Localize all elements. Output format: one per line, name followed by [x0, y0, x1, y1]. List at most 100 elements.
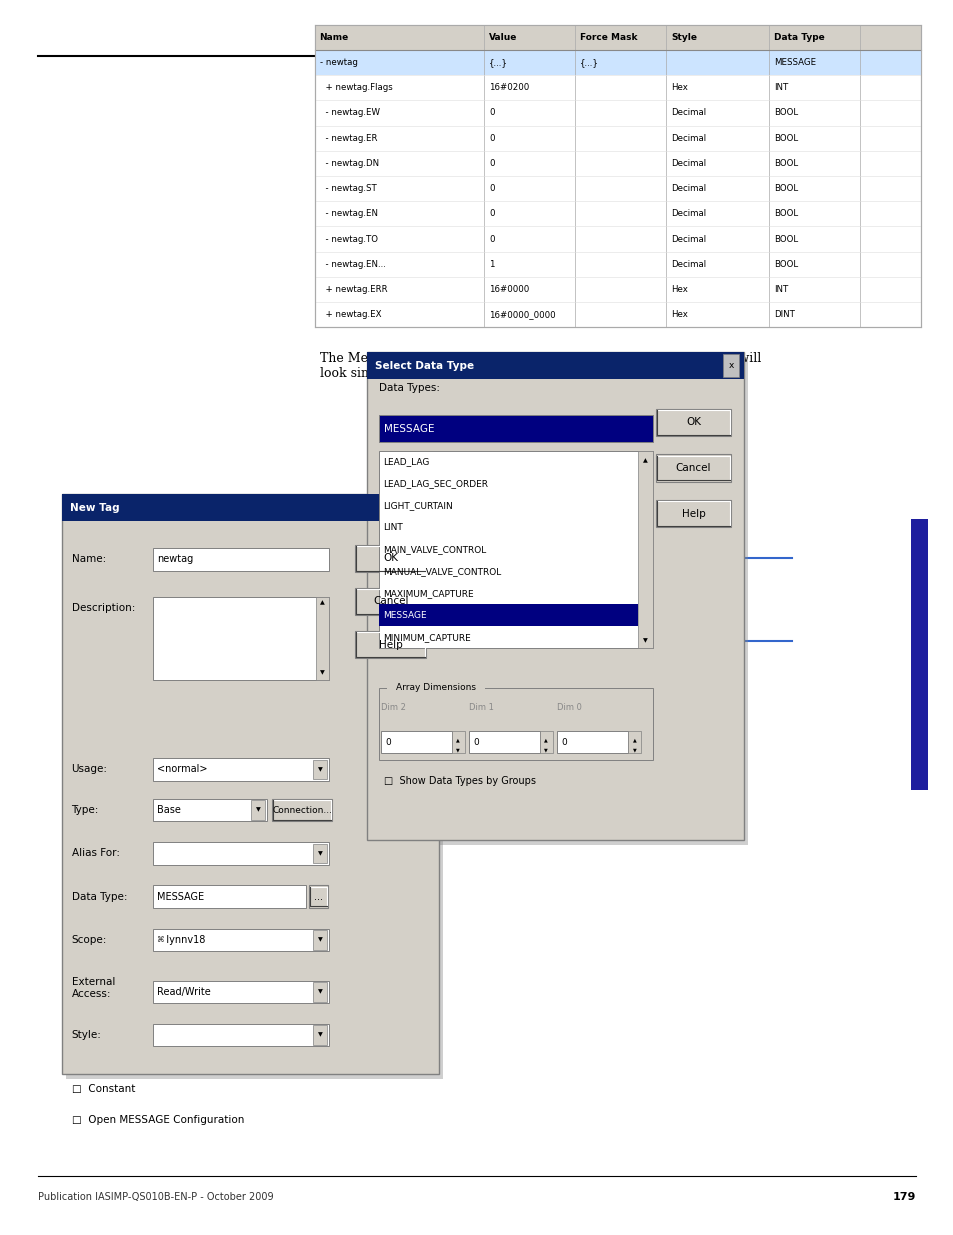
Text: Description:: Description:: [71, 603, 134, 613]
Text: DINT: DINT: [773, 310, 794, 319]
Bar: [62, 494, 438, 521]
Text: MAIN_VALVE_CONTROL: MAIN_VALVE_CONTROL: [383, 545, 486, 555]
Text: - newtag.EW: - newtag.EW: [319, 109, 379, 117]
Text: □  Constant: □ Constant: [71, 1084, 134, 1094]
Text: lynnv18: lynnv18: [157, 935, 206, 945]
Text: □  Open MESSAGE Configuration: □ Open MESSAGE Configuration: [71, 1115, 244, 1125]
Bar: [309, 885, 328, 908]
Bar: [152, 548, 329, 571]
Text: Read/Write: Read/Write: [157, 987, 211, 997]
Bar: [539, 731, 553, 753]
Text: MAXIMUM_CAPTURE: MAXIMUM_CAPTURE: [383, 589, 474, 598]
Text: BOOL: BOOL: [773, 133, 798, 143]
Bar: [315, 597, 329, 680]
Text: Data Types:: Data Types:: [378, 383, 439, 393]
Text: Usage:: Usage:: [71, 764, 108, 774]
Text: 0: 0: [489, 184, 495, 193]
Bar: [451, 731, 464, 753]
Text: ▼: ▼: [317, 1032, 322, 1037]
Text: ▲: ▲: [632, 737, 636, 742]
Text: Dim 1: Dim 1: [468, 703, 493, 713]
Text: LINT: LINT: [383, 524, 403, 532]
Text: ▼: ▼: [632, 747, 636, 752]
Bar: [272, 799, 332, 821]
Bar: [371, 357, 747, 845]
Text: {...}: {...}: [489, 58, 508, 67]
Text: x: x: [728, 361, 733, 370]
Text: Decimal: Decimal: [670, 109, 705, 117]
Text: Decimal: Decimal: [670, 159, 705, 168]
Text: Publication IASIMP-QS010B-EN-P - October 2009: Publication IASIMP-QS010B-EN-P - October…: [38, 1192, 274, 1202]
Text: ▼: ▼: [642, 638, 647, 643]
Text: - newtag.ST: - newtag.ST: [319, 184, 375, 193]
Text: Connection...: Connection...: [272, 805, 332, 815]
Text: Decimal: Decimal: [670, 235, 705, 243]
Bar: [314, 25, 920, 327]
Text: INT: INT: [773, 285, 787, 294]
Text: 0: 0: [489, 109, 495, 117]
Text: Network Communication: Network Communication: [456, 28, 586, 38]
Bar: [367, 352, 743, 379]
Text: Alias For:: Alias For:: [71, 848, 119, 858]
Text: Style: Style: [670, 33, 697, 42]
Text: Hex: Hex: [670, 310, 687, 319]
Text: Decimal: Decimal: [670, 184, 705, 193]
Text: newtag: newtag: [157, 555, 193, 564]
Text: Cancel: Cancel: [675, 463, 711, 473]
Text: BOOL: BOOL: [773, 184, 798, 193]
Bar: [313, 1025, 327, 1045]
Bar: [355, 545, 426, 572]
Text: Cancel: Cancel: [373, 597, 408, 606]
Bar: [152, 799, 267, 821]
Text: MESSAGE: MESSAGE: [383, 611, 427, 620]
Text: 16#0200: 16#0200: [489, 83, 529, 93]
Bar: [152, 981, 329, 1003]
Bar: [152, 842, 329, 864]
Text: ▼: ▼: [317, 767, 322, 772]
Text: ▼: ▼: [255, 808, 260, 813]
Bar: [355, 631, 426, 658]
Bar: [557, 731, 627, 753]
Text: Scope:: Scope:: [71, 935, 107, 945]
Text: Data Type: Data Type: [773, 33, 823, 42]
Text: ▼: ▼: [317, 851, 322, 856]
Text: Data Type:: Data Type:: [71, 892, 127, 902]
Text: {...}: {...}: [579, 58, 598, 67]
Text: Type:: Type:: [71, 805, 99, 815]
Bar: [722, 354, 739, 377]
Text: Dim 2: Dim 2: [380, 703, 405, 713]
Bar: [251, 800, 265, 820]
Text: BOOL: BOOL: [773, 109, 798, 117]
Text: Select Data Type: Select Data Type: [375, 361, 474, 370]
Text: ▼: ▼: [320, 671, 324, 676]
Text: 16#0000_0000: 16#0000_0000: [489, 310, 556, 319]
Text: - newtag: - newtag: [319, 58, 357, 67]
Bar: [66, 499, 442, 1079]
Bar: [152, 1024, 329, 1046]
Text: - newtag.TO: - newtag.TO: [319, 235, 377, 243]
Bar: [314, 25, 920, 49]
Text: Dim 0: Dim 0: [557, 703, 581, 713]
Text: MESSAGE: MESSAGE: [383, 424, 434, 433]
Text: ⌘: ⌘: [156, 935, 164, 945]
Text: 0: 0: [473, 737, 478, 747]
Bar: [355, 588, 426, 615]
Bar: [468, 731, 539, 753]
Bar: [627, 731, 640, 753]
Bar: [417, 496, 434, 519]
Text: 0: 0: [489, 159, 495, 168]
Text: ▲: ▲: [320, 600, 324, 605]
Text: OK: OK: [685, 417, 700, 427]
Text: - newtag.EN: - newtag.EN: [319, 209, 377, 219]
Text: INT: INT: [773, 83, 787, 93]
Text: Array Dimensions: Array Dimensions: [395, 683, 476, 692]
Bar: [378, 688, 652, 760]
Bar: [313, 760, 327, 779]
Text: MINIMUM_CAPTURE: MINIMUM_CAPTURE: [383, 632, 471, 642]
Text: BOOL: BOOL: [773, 259, 798, 269]
Text: ▲: ▲: [456, 737, 459, 742]
Bar: [152, 929, 329, 951]
Text: LEAD_LAG: LEAD_LAG: [383, 457, 430, 467]
Text: 0: 0: [489, 235, 495, 243]
Bar: [152, 758, 329, 781]
